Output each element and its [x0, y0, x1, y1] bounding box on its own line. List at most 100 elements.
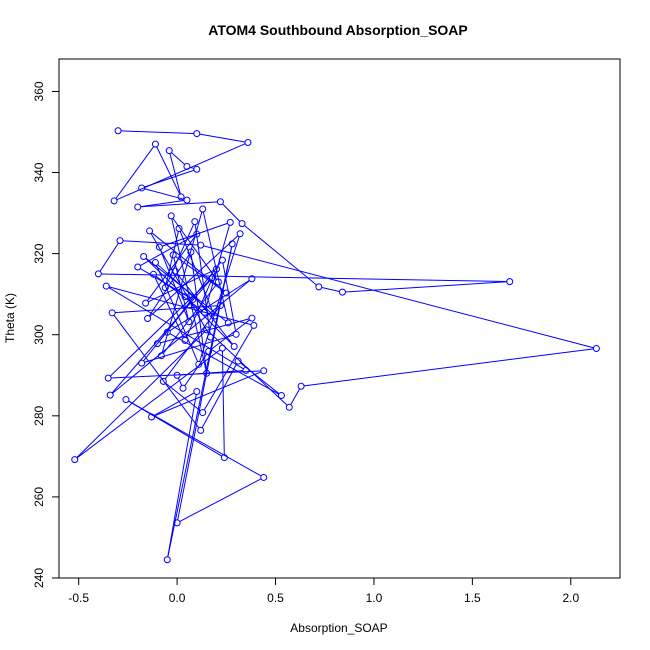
data-point [165, 147, 173, 155]
series-segment [154, 371, 262, 417]
data-point [592, 345, 600, 353]
data-point [285, 403, 293, 411]
data-point [207, 333, 215, 341]
data-point [116, 237, 124, 245]
data-point [201, 308, 209, 316]
data-point [226, 218, 234, 226]
series-segment [99, 242, 119, 272]
data-point [163, 556, 171, 564]
data-point [248, 314, 256, 322]
series-segment [171, 218, 207, 371]
data-point [114, 127, 122, 135]
data-point [142, 299, 150, 307]
x-axis: -0.5 0.0 0.5 1.0 1.5 2.0 [68, 577, 579, 605]
data-point [181, 336, 189, 344]
series-segment [222, 262, 237, 332]
series-segment [179, 231, 214, 314]
data-point [108, 309, 116, 317]
series-segment [153, 392, 195, 416]
series-segment [143, 301, 192, 362]
data-point [175, 224, 183, 232]
data-point [122, 396, 130, 404]
data-point [214, 278, 222, 286]
series-segment [144, 334, 234, 363]
data-point [216, 302, 224, 310]
x-tick-label: 2.0 [562, 591, 579, 605]
data-point [177, 193, 185, 201]
data-point [102, 282, 110, 290]
data-point [163, 328, 171, 336]
series-segment [145, 257, 227, 322]
y-tick-label: 340 [32, 162, 46, 182]
series-segment [165, 382, 201, 412]
data-point [277, 392, 285, 400]
data-point [197, 426, 205, 434]
y-axis-label: Theta (K) [3, 293, 17, 343]
data-point [134, 263, 142, 271]
series-segment [169, 333, 280, 395]
series-segment [156, 146, 181, 195]
x-tick-label: 1.5 [464, 591, 481, 605]
data-point [169, 251, 177, 259]
data-point [181, 293, 189, 301]
data-point [234, 357, 242, 365]
series-segment [304, 348, 594, 387]
data-point [138, 184, 146, 192]
series-segment [164, 307, 220, 380]
data-point [209, 274, 217, 282]
data-point [218, 256, 226, 264]
data-point [238, 220, 246, 228]
data-point [173, 371, 181, 379]
series-segment [115, 305, 218, 314]
series-segment [176, 273, 233, 345]
series-segment [140, 200, 185, 208]
data-point [197, 241, 205, 249]
series-segment [177, 377, 183, 386]
y-tick-label: 280 [32, 405, 46, 425]
data-point [151, 259, 159, 267]
data-point [236, 230, 244, 238]
series-segment [108, 287, 244, 370]
series-segment [201, 363, 238, 429]
series-segment [160, 249, 189, 320]
data-point [315, 283, 323, 291]
data-point [183, 162, 191, 170]
data-point [230, 342, 238, 350]
data-point [260, 473, 268, 481]
x-tick-label: 1.0 [366, 591, 383, 605]
data-point [171, 267, 179, 275]
data-point [193, 230, 201, 238]
series-segment [169, 279, 250, 332]
series-segment [210, 319, 250, 350]
series-segment [240, 362, 280, 395]
series-segment [144, 188, 185, 200]
data-point [187, 248, 195, 256]
data-point [222, 289, 230, 297]
data-point [193, 387, 201, 395]
series-segment [179, 478, 262, 522]
series-segment [76, 331, 205, 458]
x-tick-label: 0.0 [169, 591, 186, 605]
series-segment [167, 394, 197, 557]
series-segment [144, 169, 195, 188]
chart-title: ATOM4 Southbound Absorption_SOAP [208, 22, 468, 38]
plot-frame [58, 58, 621, 579]
series-segment [345, 281, 507, 293]
series-segment [290, 388, 301, 405]
series-segment [321, 287, 340, 292]
data-point [138, 359, 146, 367]
x-tick-label: 0.5 [267, 591, 284, 605]
series-segment [113, 314, 200, 429]
data-point [203, 326, 211, 334]
series-segment [115, 146, 155, 199]
series-segment [145, 258, 184, 295]
series-segment [162, 222, 228, 247]
data-point [250, 321, 258, 329]
series-segment [76, 349, 221, 459]
data-point [220, 454, 228, 462]
series-segment [221, 351, 225, 455]
data-point [157, 352, 165, 360]
series-segment [190, 254, 207, 371]
data-point [203, 369, 211, 377]
series-segment [116, 143, 246, 201]
